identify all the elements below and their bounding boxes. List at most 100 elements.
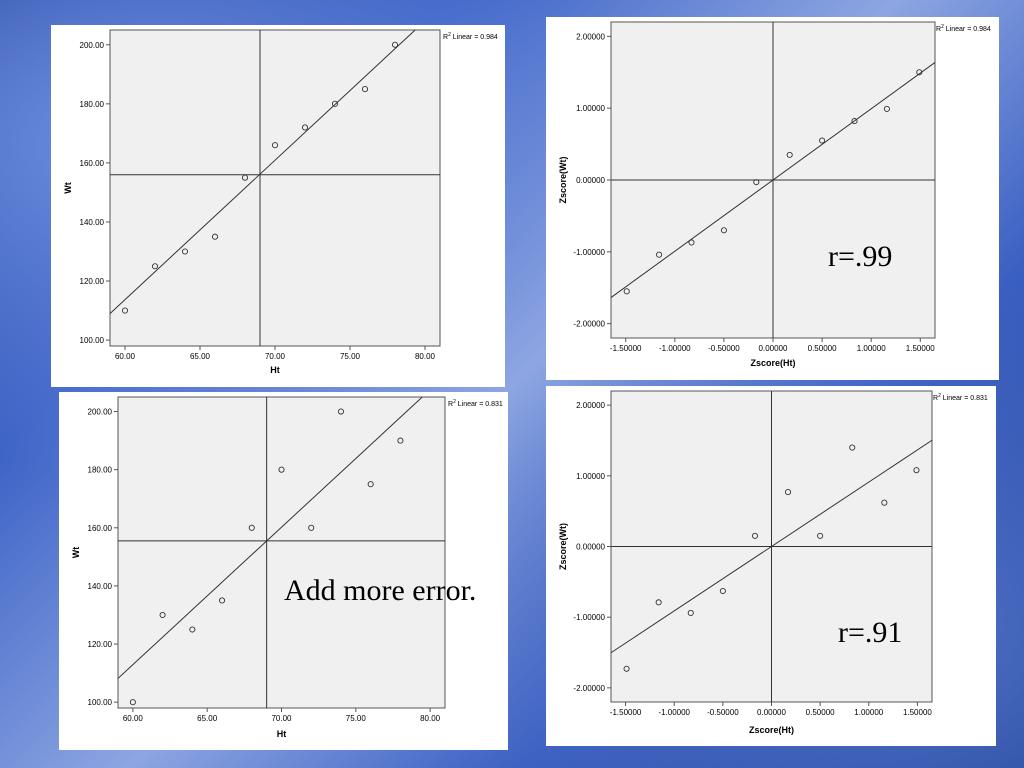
- raw-bottom-y-tick-label: 120.00: [88, 640, 113, 649]
- zscore-chart-bottom: -1.50000 -1.00000 -0.50000 0.00000 0.50000 1.…: [546, 386, 996, 746]
- raw-top-data-point: [391, 41, 399, 48]
- z-top-data-point: [623, 288, 630, 295]
- raw-top-data-point: [121, 307, 129, 314]
- raw-bottom-x-tick-label: 65.00: [197, 714, 218, 723]
- z-top-y-tick-label: 1.00000: [576, 104, 605, 113]
- raw-top-plot-area: [109, 29, 441, 347]
- z-bottom-x-tick-label: 0.00000: [757, 708, 786, 717]
- raw-top-data-point: [181, 248, 189, 255]
- raw-top-y-tick-label: 160.00: [80, 159, 105, 168]
- raw-top-data-point: [331, 100, 339, 107]
- z-bottom-svg: -1.50000 -1.00000 -0.50000 0.00000 0.50000 1.…: [558, 390, 988, 735]
- raw-top-fit-line: [109, 29, 416, 314]
- raw-bottom-y-tick-label: 180.00: [88, 466, 113, 475]
- z-bottom-data-point: [655, 599, 662, 606]
- raw-top-x-tick-label: 75.00: [340, 352, 361, 361]
- z-bottom-data-point: [817, 532, 824, 539]
- z-bottom-x-tick-label: 1.00000: [854, 708, 883, 717]
- raw-bottom-fit-line: [117, 396, 423, 679]
- raw-bottom-x-axis-title: Ht: [277, 729, 287, 739]
- raw-top-y-tick-label: 200.00: [80, 41, 105, 50]
- raw-top-data-point: [211, 233, 219, 240]
- z-top-y-tick-label: -1.00000: [573, 248, 605, 257]
- raw-height-weight-chart-bottom: 60.00 65.00 70.00 75.00 80.00 100.00 120.00 140…: [59, 392, 508, 750]
- raw-top-x-axis-title: Ht: [270, 365, 280, 375]
- z-top-data-point: [916, 69, 923, 76]
- raw-top-y-tick-label: 180.00: [80, 100, 105, 109]
- z-bottom-data-point: [849, 444, 856, 451]
- raw-bottom-r-squared-label: R2 Linear = 0.831: [448, 399, 503, 408]
- raw-bottom-data-point: [129, 699, 136, 706]
- z-bottom-y-tick-label: 0.00000: [576, 543, 605, 552]
- raw-bottom-x-tick-label: 70.00: [271, 714, 292, 723]
- z-top-x-tick-label: -1.50000: [610, 344, 642, 353]
- z-top-x-tick-label: 0.50000: [808, 344, 837, 353]
- z-bottom-x-tick-label: 1.50000: [903, 708, 932, 717]
- raw-top-data-point: [241, 174, 249, 181]
- raw-bottom-data-point: [189, 626, 196, 633]
- z-bottom-data-point: [687, 609, 694, 616]
- z-bottom-x-tick-label: -0.50000: [707, 708, 739, 717]
- z-bottom-data-point: [719, 587, 726, 595]
- z-top-fit-line: [610, 62, 936, 298]
- raw-bottom-data-point: [367, 481, 374, 488]
- z-top-data-point: [656, 251, 663, 258]
- z-top-x-tick-label: 1.00000: [857, 344, 886, 353]
- z-top-x-tick-label: -0.50000: [708, 344, 740, 353]
- raw-height-weight-chart-top: 60.00 65.00 70.00 75.00 80.00 100.00 120.00 140…: [51, 25, 505, 387]
- raw-top-y-tick-label: 100.00: [80, 336, 105, 345]
- z-bottom-x-tick-label: 0.50000: [806, 708, 835, 717]
- z-top-data-point: [883, 105, 890, 112]
- z-top-data-point: [688, 239, 695, 246]
- z-top-x-tick-label: -1.00000: [659, 344, 691, 353]
- z-bottom-x-tick-label: -1.50000: [610, 708, 642, 717]
- raw-bottom-y-tick-label: 100.00: [88, 698, 113, 707]
- raw-bottom-y-axis-title: Wt: [71, 547, 81, 559]
- raw-top-svg: 60.00 65.00 70.00 75.00 80.00 100.00 120.00 140…: [63, 29, 498, 375]
- z-top-x-tick-label: 1.50000: [906, 344, 935, 353]
- z-top-y-axis-title: Zscore(Wt): [558, 156, 568, 203]
- raw-bottom-data-point: [218, 597, 226, 604]
- z-bottom-y-tick-label: -2.00000: [573, 684, 605, 693]
- z-top-y-tick-label: 0.00000: [576, 176, 605, 185]
- correlation-label-bottom: r=.91: [838, 616, 903, 649]
- z-bottom-data-point: [913, 467, 920, 474]
- z-bottom-x-tick-label: -1.00000: [658, 708, 690, 717]
- z-bottom-y-tick-label: 2.00000: [576, 401, 605, 410]
- z-top-data-point: [720, 227, 727, 234]
- raw-top-y-tick-label: 140.00: [80, 218, 105, 227]
- raw-top-data-point: [271, 142, 279, 149]
- z-top-data-point: [753, 179, 760, 186]
- raw-bottom-x-tick-label: 75.00: [346, 714, 367, 723]
- zscore-chart-top: -1.50000 -1.00000 -0.50000 0.00000 0.50000 1.…: [546, 17, 999, 380]
- raw-bottom-x-tick-label: 60.00: [123, 714, 144, 723]
- z-bottom-data-point: [623, 665, 630, 672]
- z-top-data-point: [851, 118, 858, 125]
- raw-top-x-tick-label: 60.00: [115, 352, 136, 361]
- z-bottom-r-squared-label: R2 Linear = 0.831: [933, 393, 988, 402]
- raw-bottom-y-tick-label: 200.00: [88, 408, 113, 417]
- raw-top-x-tick-label: 80.00: [415, 352, 436, 361]
- raw-top-data-point: [301, 124, 309, 131]
- raw-top-y-tick-label: 120.00: [80, 277, 105, 286]
- z-top-x-tick-label: 0.00000: [759, 344, 788, 353]
- raw-top-y-axis-title: Wt: [63, 182, 73, 194]
- z-bottom-y-tick-label: -1.00000: [573, 613, 605, 622]
- z-top-y-tick-label: -2.00000: [573, 320, 605, 329]
- z-top-data-point: [786, 151, 793, 158]
- z-bottom-data-point: [881, 499, 888, 506]
- raw-bottom-data-point: [397, 437, 404, 444]
- raw-bottom-data-point: [337, 408, 345, 415]
- raw-bottom-y-tick-label: 160.00: [88, 524, 113, 533]
- raw-top-data-point: [361, 86, 369, 93]
- z-bottom-y-tick-label: 1.00000: [576, 472, 605, 481]
- z-top-svg: -1.50000 -1.00000 -0.50000 0.00000 0.50000 1.…: [558, 21, 991, 368]
- z-bottom-y-axis-title: Zscore(Wt): [558, 523, 568, 570]
- raw-top-data-point: [151, 263, 159, 270]
- add-error-caption: Add more error.: [284, 574, 477, 607]
- z-top-data-point: [819, 137, 826, 144]
- correlation-label-top: r=.99: [828, 240, 893, 273]
- z-bottom-data-point: [784, 489, 792, 496]
- z-top-y-tick-label: 2.00000: [576, 32, 605, 41]
- z-bottom-fit-line: [610, 439, 933, 654]
